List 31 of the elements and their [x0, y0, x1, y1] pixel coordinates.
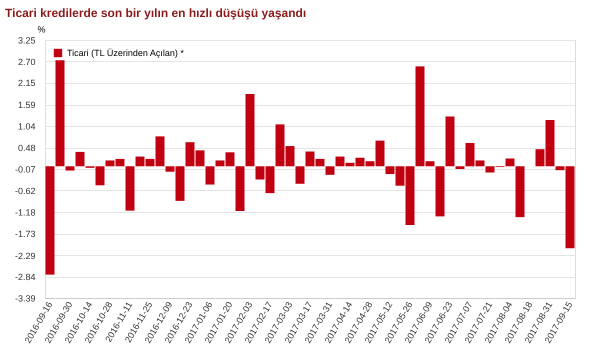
y-axis-title: % — [38, 24, 46, 34]
y-tick-label: 2.70 — [18, 56, 36, 67]
chart-title: Ticari kredilerde son bir yılın en hızlı düşüşü yaşandı — [5, 6, 306, 20]
bar — [516, 166, 524, 218]
bar — [296, 166, 304, 184]
y-tick-label: 3.25 — [18, 36, 36, 46]
y-tick-label: 2.15 — [18, 78, 36, 88]
bar — [56, 60, 64, 166]
bar — [76, 152, 84, 166]
bar — [46, 166, 54, 275]
y-tick-label: -0.07 — [14, 164, 36, 174]
y-tick-label: -1.18 — [14, 208, 36, 218]
bar — [236, 166, 244, 211]
y-tick-label: -2.84 — [14, 272, 36, 282]
y-tick-label: -2.29 — [14, 250, 36, 261]
bar — [206, 166, 214, 185]
y-tick-label: -0.62 — [14, 186, 36, 196]
y-tick-label: -1.73 — [14, 229, 36, 239]
y-tick-label: 1.04 — [18, 121, 36, 132]
bar — [126, 166, 134, 211]
bar — [446, 116, 454, 166]
bar — [456, 166, 464, 169]
bar — [246, 94, 254, 166]
bar — [436, 166, 444, 216]
bar — [326, 166, 334, 175]
bar — [66, 166, 74, 171]
legend-label: Ticari (TL Üzerinden Açılan) * — [67, 48, 184, 58]
y-tick-label: -3.39 — [14, 294, 36, 304]
bar — [506, 158, 514, 166]
y-tick-label: 0.48 — [18, 143, 36, 154]
y-tick-label: 1.59 — [18, 100, 36, 110]
